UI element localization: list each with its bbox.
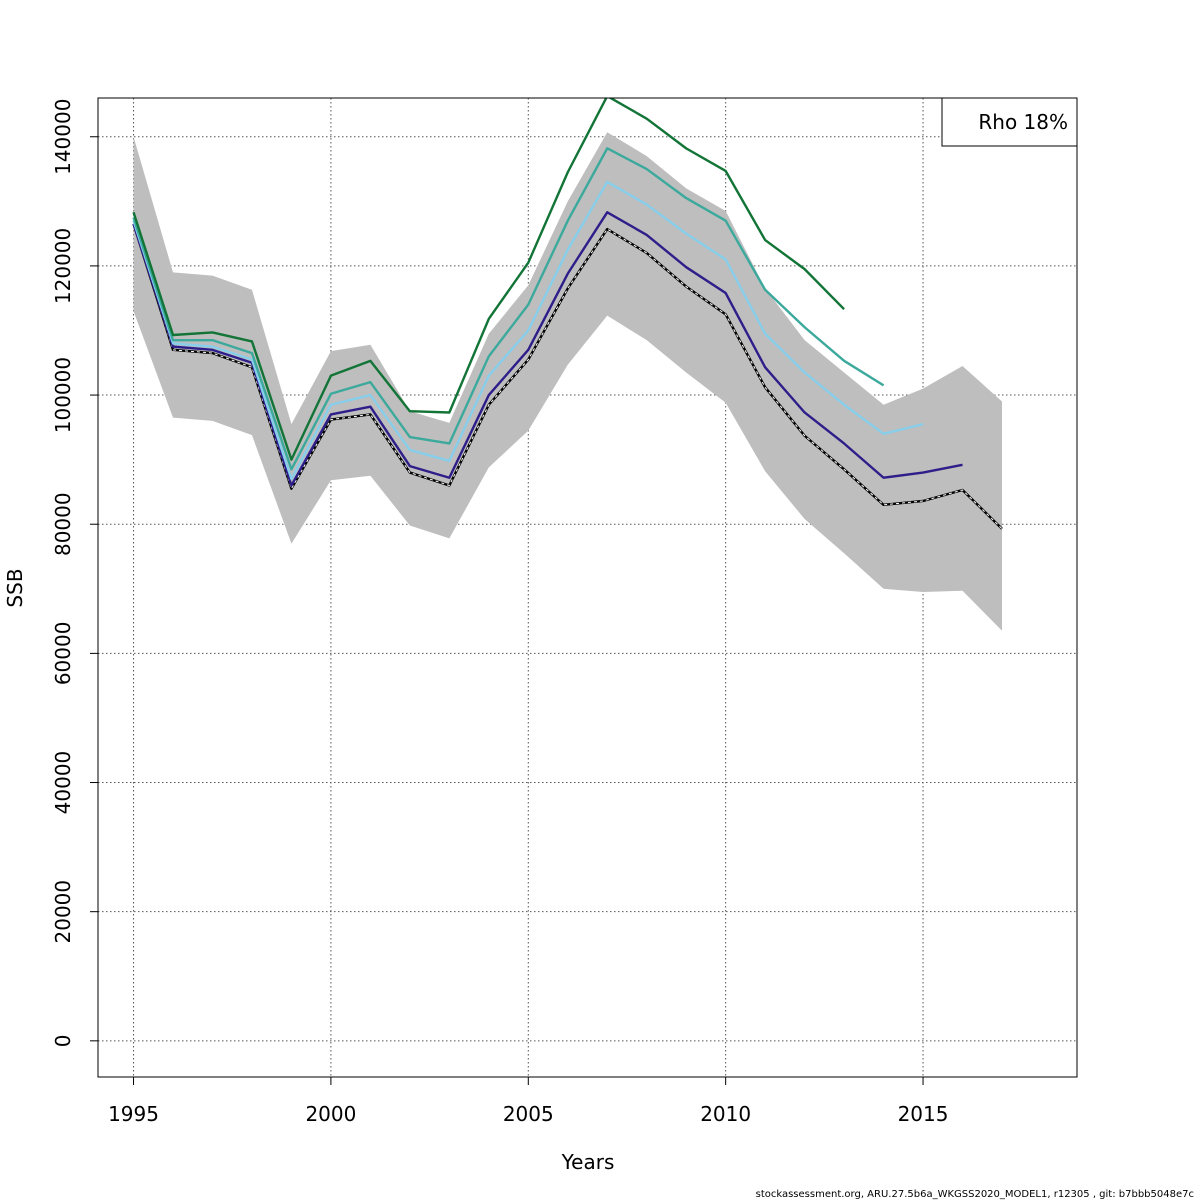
y-tick-label: 80000	[51, 492, 75, 556]
x-tick-label: 2005	[503, 1102, 554, 1126]
x-tick-label: 2015	[898, 1102, 949, 1126]
confidence-band-layer	[133, 132, 1002, 631]
y-tick-label: 0	[51, 1034, 75, 1047]
footer-caption: stockassessment.org, ARU.27.5b6a_WKGSS20…	[756, 1189, 1194, 1200]
x-axis-title: Years	[561, 1150, 615, 1174]
y-axis-title: SSB	[3, 568, 27, 607]
legend-rho-text: Rho 18%	[978, 110, 1068, 134]
x-tick-label: 1995	[108, 1102, 159, 1126]
x-tick-label: 2010	[700, 1102, 751, 1126]
y-axis: 0 20000 40000 60000 80000 100000 120000 140000	[51, 99, 98, 1047]
y-tick-label: 20000	[51, 880, 75, 944]
confidence-band	[133, 132, 1002, 631]
legend-box	[941, 97, 1078, 147]
series-line-5	[132, 98, 845, 461]
y-tick-label: 100000	[51, 357, 75, 433]
series-line-4	[132, 147, 885, 471]
y-tick-label: 40000	[51, 751, 75, 815]
y-tick-label: 140000	[51, 99, 75, 175]
series-line-2	[132, 211, 963, 487]
y-tick-label: 60000	[51, 622, 75, 686]
x-axis: 1995 2000 2005 2010 2015	[108, 1077, 948, 1126]
x-tick-label: 2000	[305, 1102, 356, 1126]
plot-frame	[97, 97, 1078, 1078]
series-layer	[132, 98, 1003, 530]
legend: Rho 18%	[941, 97, 1078, 147]
series-line-1-dash	[133, 223, 1003, 530]
series-line-3	[132, 180, 924, 481]
y-tick-label: 120000	[51, 228, 75, 304]
